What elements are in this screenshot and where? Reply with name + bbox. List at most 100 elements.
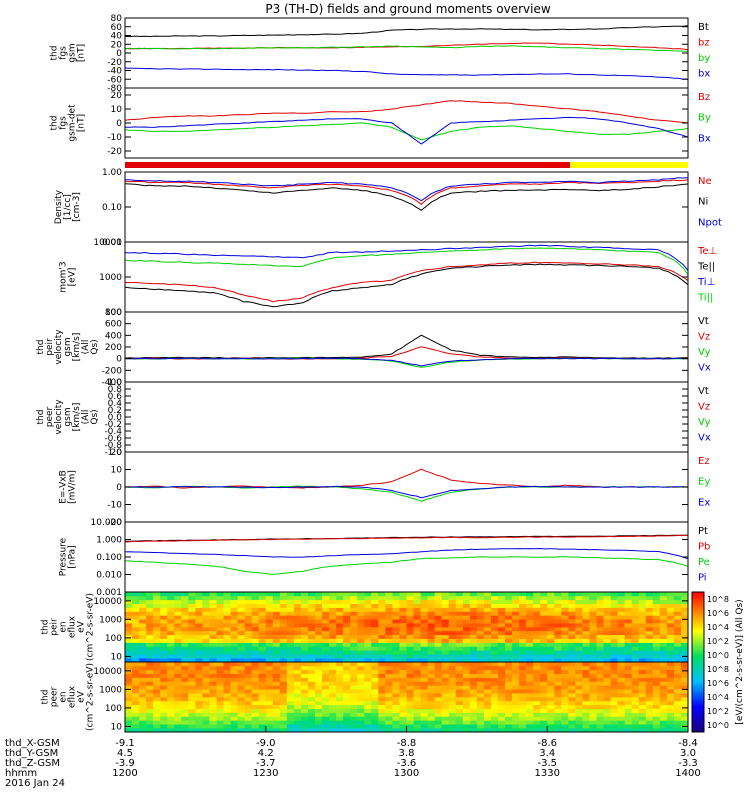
heatmap-cell — [237, 681, 245, 686]
panels-group: -80-60-40-20020406080thdfgsgsm[nT]Btbzby… — [5, 14, 745, 789]
heatmap-cell — [329, 646, 337, 651]
heatmap-cell — [336, 615, 344, 620]
heatmap-cell — [336, 662, 344, 667]
heatmap-cell — [610, 611, 618, 616]
heatmap-cell — [125, 611, 133, 616]
heatmap-cell — [139, 697, 147, 702]
panel-6: -1.0-0.8-0.6-0.4-0.20.00.20.40.60.81.0th… — [36, 378, 711, 458]
heatmap-cell — [547, 619, 555, 624]
heatmap-cell — [286, 599, 295, 604]
heatmap-cell — [223, 595, 231, 601]
heatmap-cell — [364, 623, 372, 628]
heatmap-cell — [209, 724, 217, 729]
heatmap-cell — [202, 599, 210, 604]
series-line-ez — [124, 468, 689, 489]
heatmap-cell — [146, 697, 154, 702]
heatmap-cell — [659, 704, 668, 709]
heatmap-cell — [209, 650, 217, 655]
heatmap-cell — [223, 654, 231, 659]
heatmap-cell — [258, 681, 267, 686]
heatmap-cell — [392, 615, 400, 620]
heatmap-cell — [490, 638, 499, 643]
heatmap-cell — [673, 708, 682, 713]
heatmap-cell — [357, 724, 365, 729]
heatmap-cell — [237, 611, 245, 616]
heatmap-cell — [547, 673, 555, 678]
heatmap-cell — [512, 677, 520, 682]
heatmap-cell — [251, 708, 260, 713]
heatmap-cell — [420, 642, 428, 647]
heatmap-cell — [272, 603, 281, 608]
heatmap-cell — [336, 681, 344, 686]
heatmap-cell — [420, 665, 428, 671]
heatmap-cell — [139, 677, 147, 682]
heatmap-cell — [666, 638, 675, 643]
y-tick-label: 400 — [105, 331, 122, 341]
heatmap-cell — [216, 607, 224, 612]
panel-1: -80-60-40-20020406080thdfgsgsm[nT]Btbzby… — [50, 14, 711, 94]
heatmap-cell — [434, 669, 442, 674]
heatmap-cell — [434, 619, 442, 624]
heatmap-cell — [251, 728, 260, 733]
heatmap-cell — [455, 646, 464, 651]
heatmap-cell — [533, 708, 541, 713]
heatmap-cell — [329, 611, 337, 616]
colorbar-tick-label: 10^6 — [707, 609, 729, 618]
heatmap-cell — [399, 712, 407, 717]
heatmap-cell — [505, 673, 513, 678]
heatmap-cell — [420, 630, 428, 636]
heatmap-cell — [300, 689, 309, 694]
heatmap-cell — [575, 654, 583, 659]
heatmap-cell — [596, 673, 604, 678]
heatmap-cell — [343, 728, 351, 733]
heatmap-cell — [526, 669, 534, 674]
heatmap-cell — [223, 728, 231, 733]
heatmap-cell — [343, 662, 351, 667]
heatmap-cell — [167, 642, 175, 647]
heatmap-cell — [505, 619, 513, 624]
heatmap-cell — [181, 716, 189, 721]
heatmap-cell — [448, 697, 457, 702]
heatmap-cell — [497, 638, 506, 643]
heatmap-cell — [483, 650, 492, 655]
heatmap-cell — [441, 704, 450, 709]
heatmap-cell — [167, 650, 175, 655]
heatmap-cell — [343, 615, 351, 620]
heatmap-cell — [286, 615, 295, 620]
legend-label: Bz — [698, 92, 710, 103]
heatmap-cell — [413, 673, 421, 678]
heatmap-cell — [230, 646, 238, 651]
heatmap-cell — [512, 658, 520, 663]
heatmap-cell — [195, 638, 203, 643]
heatmap-cell — [659, 654, 668, 659]
heatmap-cell — [483, 619, 492, 624]
heatmap-cell — [216, 611, 224, 616]
heatmap-cell — [153, 720, 161, 725]
heatmap-cell — [427, 689, 435, 694]
legend-label: Ni — [698, 197, 708, 208]
heatmap-cell — [251, 599, 260, 604]
heatmap-cell — [476, 689, 485, 694]
heatmap-cell — [307, 619, 316, 624]
heatmap-cell — [343, 681, 351, 686]
heatmap-cell — [258, 704, 267, 709]
heatmap-cell — [237, 603, 245, 608]
heatmap-cell — [434, 673, 442, 678]
y-tick-label: -1.0 — [104, 448, 122, 458]
heatmap-cell — [526, 693, 534, 698]
y-axis-label: thdpeerenefluxeV(cm^2-s-sr-eV) — [41, 663, 96, 731]
heatmap-cell — [427, 673, 435, 678]
heatmap-cell — [526, 619, 534, 624]
heatmap-cell — [631, 595, 640, 601]
heatmap-cell — [364, 673, 372, 678]
heatmap-cell — [230, 693, 238, 698]
heatmap-cell — [139, 619, 147, 624]
heatmap-cell — [357, 662, 365, 667]
heatmap-cell — [125, 708, 133, 713]
heatmap-cell — [371, 592, 379, 597]
heatmap-cell — [448, 650, 457, 655]
heatmap-cell — [343, 654, 351, 659]
heatmap-cell — [568, 619, 576, 624]
heatmap-cell — [357, 654, 365, 659]
heatmap-cell — [385, 720, 393, 725]
